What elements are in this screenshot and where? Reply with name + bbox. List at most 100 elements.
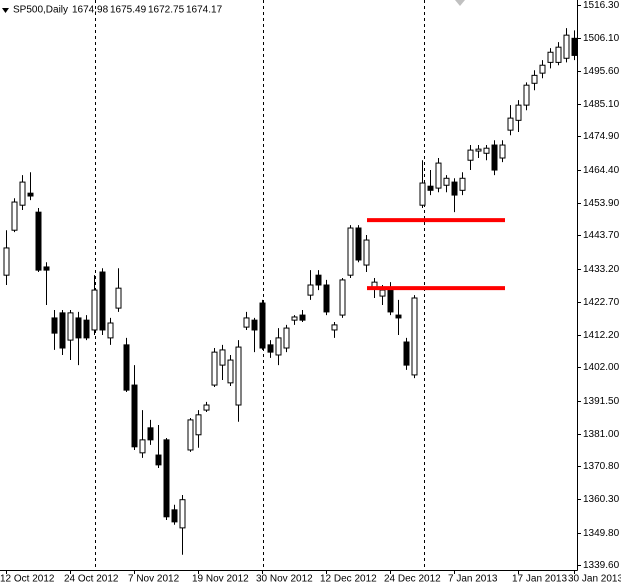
- candle-body: [67, 312, 74, 341]
- candle-body: [347, 227, 354, 276]
- candle-body: [163, 439, 170, 518]
- shift-marker: [455, 0, 465, 6]
- y-tick-label: 1422.70: [583, 297, 620, 308]
- candle-body: [299, 314, 306, 321]
- candle-body: [411, 297, 418, 376]
- candle-body: [75, 317, 82, 339]
- candle-body: [531, 74, 538, 84]
- y-tick-label: 1381.00: [583, 429, 620, 440]
- candle-body: [59, 312, 66, 349]
- candle-body: [387, 289, 394, 313]
- candle-body: [139, 439, 146, 454]
- symbol: SP500,Daily: [13, 5, 68, 16]
- candle-body: [427, 185, 434, 191]
- candle-body: [419, 182, 426, 206]
- candle-body: [187, 419, 194, 451]
- x-tick-label: 30 Nov 2012: [256, 574, 313, 585]
- candle-body: [147, 427, 154, 441]
- candle-body: [243, 317, 250, 328]
- y-tick-label: 1506.10: [583, 33, 620, 44]
- candle-body: [515, 104, 522, 121]
- candle-body: [275, 337, 282, 356]
- y-tick-label: 1474.90: [583, 131, 620, 142]
- candle-body: [491, 144, 498, 171]
- y-tick-label: 1443.70: [583, 230, 620, 241]
- candle-body: [563, 34, 570, 59]
- candle-body: [195, 414, 202, 436]
- candle-body: [523, 84, 530, 106]
- quote: 1672.75: [148, 5, 185, 16]
- candle-body: [339, 279, 346, 316]
- candle-body: [483, 147, 490, 154]
- candle-body: [179, 499, 186, 529]
- candle-body: [571, 37, 578, 56]
- candle-body: [283, 327, 290, 349]
- candle-body: [315, 274, 322, 286]
- candle-body: [403, 341, 410, 366]
- x-tick-label: 12 Dec 2012: [320, 574, 377, 585]
- y-tick-label: 1516.30: [583, 0, 620, 11]
- x-tick-label: 7 Jan 2013: [448, 574, 498, 585]
- candle-body: [291, 316, 298, 321]
- candle-body: [91, 289, 98, 331]
- candle-body: [363, 239, 370, 266]
- candle-body: [131, 384, 138, 448]
- quote: 1674.17: [186, 5, 223, 16]
- y-tick-label: 1391.50: [583, 396, 620, 407]
- candle-body: [219, 349, 226, 366]
- y-tick-label: 1485.10: [583, 99, 620, 110]
- candle-body: [451, 181, 458, 196]
- candle-body: [227, 359, 234, 384]
- x-tick-label: 7 Nov 2012: [128, 574, 180, 585]
- candle-body: [99, 271, 106, 331]
- y-tick-label: 1339.60: [583, 560, 620, 571]
- y-tick-label: 1349.80: [583, 528, 620, 539]
- candle-body: [459, 177, 466, 191]
- candle-body: [115, 287, 122, 309]
- y-tick-label: 1360.30: [583, 494, 620, 505]
- y-tick-label: 1464.40: [583, 165, 620, 176]
- y-tick-label: 1495.60: [583, 66, 620, 77]
- candle-body: [547, 51, 554, 63]
- candle-body: [51, 317, 58, 334]
- candle-body: [171, 509, 178, 523]
- candle-body: [19, 181, 26, 206]
- y-tick-label: 1453.90: [583, 198, 620, 209]
- candle-body: [307, 284, 314, 296]
- candle-body: [539, 64, 546, 74]
- x-tick-label: 24 Oct 2012: [64, 574, 119, 585]
- candle-body: [379, 289, 386, 297]
- quote: 1675.49: [110, 5, 147, 16]
- candle-body: [467, 149, 474, 161]
- candle-body: [435, 162, 442, 189]
- y-tick-label: 1370.80: [583, 461, 620, 472]
- candle-body: [235, 346, 242, 406]
- candle-body: [83, 319, 90, 339]
- candle-body: [267, 344, 274, 353]
- x-tick-label: 12 Oct 2012: [0, 574, 55, 585]
- candle-body: [395, 314, 402, 319]
- candle-body: [211, 351, 218, 386]
- y-tick-label: 1402.00: [583, 362, 620, 373]
- candle-body: [27, 192, 34, 197]
- menu-triangle: [2, 8, 9, 13]
- candle-body: [43, 266, 50, 271]
- candle-body: [555, 46, 562, 63]
- candle-body: [123, 344, 130, 391]
- quote: 1674.98: [72, 5, 109, 16]
- x-tick-label: 24 Dec 2012: [384, 574, 441, 585]
- candle-body: [507, 117, 514, 131]
- candle-body: [203, 404, 210, 411]
- x-tick-label: 30 Jan 2013: [568, 574, 621, 585]
- y-tick-label: 1433.20: [583, 264, 620, 275]
- x-tick-label: 19 Nov 2012: [192, 574, 249, 585]
- candle-body: [443, 177, 450, 186]
- candle-body: [331, 324, 338, 331]
- candle-body: [355, 227, 362, 261]
- candle-body: [259, 302, 266, 349]
- x-tick-label: 17 Jan 2013: [512, 574, 567, 585]
- candle-body: [475, 148, 482, 152]
- candle-body: [251, 319, 258, 331]
